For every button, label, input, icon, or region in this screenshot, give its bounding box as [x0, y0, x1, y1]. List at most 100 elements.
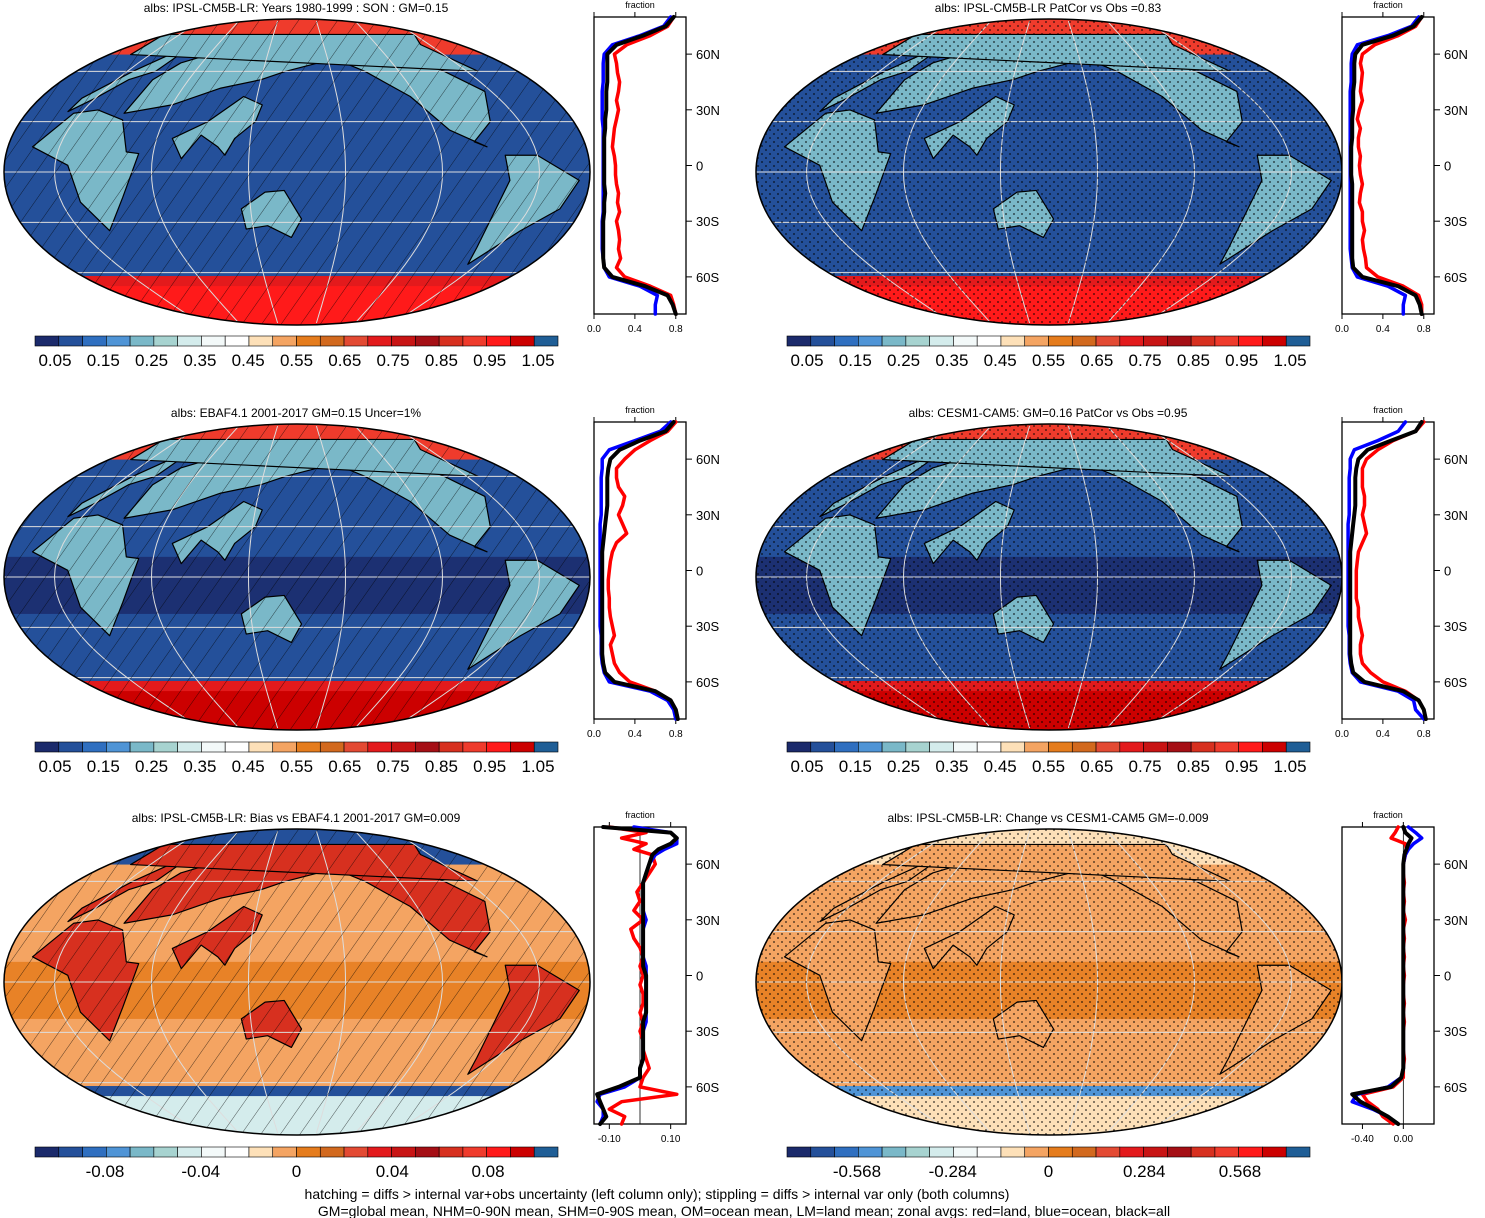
colorbar-swatch	[858, 1146, 883, 1158]
zonal-y-tick-label: 30N	[696, 508, 720, 523]
zonal-x-tick-label: 0.8	[1417, 324, 1431, 335]
colorbar-swatch	[1071, 1146, 1097, 1158]
colorbar-swatch	[1167, 741, 1192, 753]
colorbar-swatch	[834, 335, 859, 347]
map-title: albs: IPSL-CM5B-LR: Bias vs EBAF4.1 2001…	[132, 811, 461, 825]
map-title: albs: IPSL-CM5B-LR PatCor vs Obs =0.83	[935, 1, 1162, 15]
colorbar-label: 1.05	[521, 757, 554, 776]
zonal-frame	[1341, 826, 1435, 1125]
zonal-y-tick-label: 30N	[1444, 508, 1468, 523]
colorbar-swatch	[343, 741, 369, 753]
hatching-overlay	[4, 829, 590, 1135]
colorbar-label: 0.15	[87, 757, 120, 776]
zonal-series-land	[610, 15, 678, 316]
colorbar-swatch	[486, 741, 511, 753]
zonal-x-tick-label: -0.10	[598, 1134, 621, 1145]
colorbar-label: 0.05	[38, 757, 71, 776]
map-panel-1: albs: IPSL-CM5B-LR: Years 1980-1999 : SO…	[3, 1, 591, 326]
zonal-x-tick-label: 0.0	[587, 324, 601, 335]
colorbar-swatch	[177, 1146, 202, 1158]
colorbar-swatch	[510, 335, 535, 347]
colorbar-swatch	[82, 335, 107, 347]
colorbar-label: 0.55	[1032, 351, 1065, 370]
map-panel-2: albs: IPSL-CM5B-LR PatCor vs Obs =0.83	[755, 1, 1343, 326]
colorbar-label: 0.85	[1177, 757, 1210, 776]
colorbar-swatch	[1000, 1146, 1026, 1158]
colorbar-swatch	[177, 741, 202, 753]
colorbar-swatch	[1167, 1146, 1192, 1158]
colorbar-swatch	[1262, 741, 1287, 753]
colorbar-label: 0.65	[1080, 351, 1113, 370]
map-panel-3: albs: EBAF4.1 2001-2017 GM=0.15 Uncer=1%	[3, 406, 591, 731]
colorbar-3: 0.05 0.15 0.25 0.35 0.45 0.55 0.65 0.75 0.85 0.95…	[34, 741, 559, 776]
colorbar-swatch	[881, 335, 907, 347]
colorbar-swatch	[929, 741, 954, 753]
zonal-x-tick-label: 0.0	[1335, 324, 1349, 335]
colorbar-swatch	[1024, 741, 1049, 753]
colorbar-label: 0.85	[425, 351, 458, 370]
colorbar-swatch	[1000, 335, 1026, 347]
colorbar-label: 0.95	[473, 757, 506, 776]
colorbar-label: 0.95	[1225, 757, 1258, 776]
colorbar-label: 0.75	[377, 757, 410, 776]
colorbar-1: 0.05 0.15 0.25 0.35 0.45 0.55 0.65 0.75 0.85 0.95…	[34, 335, 559, 370]
colorbar-swatch	[881, 741, 907, 753]
colorbar-swatch	[34, 1146, 60, 1158]
colorbar-label: 0.25	[887, 351, 920, 370]
zonal-y-tick-label: 60S	[1444, 1080, 1467, 1095]
colorbar-label: -0.284	[929, 1162, 977, 1181]
colorbar-swatch	[34, 741, 60, 753]
colorbar-swatch	[1143, 335, 1168, 347]
colorbar-swatch	[1262, 1146, 1287, 1158]
colorbar-label: 0.08	[471, 1162, 504, 1181]
colorbar-swatch	[106, 741, 131, 753]
zonal-axis-title: fraction	[1373, 405, 1403, 415]
map-frame	[3, 18, 591, 326]
colorbar-swatch	[58, 741, 83, 753]
colorbar-swatch	[129, 1146, 155, 1158]
colorbar-swatch	[953, 335, 978, 347]
colorbar-swatch	[858, 335, 883, 347]
colorbar-label: 0.15	[87, 351, 120, 370]
colorbar-swatch	[953, 1146, 978, 1158]
colorbar-swatch	[201, 1146, 226, 1158]
colorbar-swatch	[58, 335, 83, 347]
zonal-series-all	[1350, 825, 1414, 1126]
colorbar-swatch	[976, 1146, 1002, 1158]
colorbar-label: 0.55	[1032, 757, 1065, 776]
colorbar-swatch	[106, 335, 131, 347]
zonal-y-tick-label: 0	[696, 159, 703, 174]
zonal-y-tick-label: 0	[696, 564, 703, 579]
colorbar-swatch	[153, 1146, 178, 1158]
colorbar-swatch	[929, 1146, 954, 1158]
colorbar-label: 0.45	[984, 757, 1017, 776]
colorbar-swatch	[1048, 741, 1073, 753]
colorbar-swatch	[58, 1146, 83, 1158]
colorbar-swatch	[881, 1146, 907, 1158]
colorbar-swatch	[533, 741, 559, 753]
map-field	[756, 424, 1342, 730]
zonal-series-land	[1354, 420, 1428, 721]
colorbar-label: 0.45	[232, 757, 265, 776]
colorbar-swatch	[905, 335, 930, 347]
colorbar-label: 0.95	[473, 351, 506, 370]
zonal-plot-6: fraction -0.40 0.00 60N 30N 0 30S 60S	[1341, 810, 1468, 1145]
zonal-y-tick-label: 60N	[696, 47, 720, 62]
colorbar-swatch	[201, 741, 226, 753]
colorbar-swatch	[533, 1146, 559, 1158]
zonal-y-tick-label: 0	[1444, 564, 1451, 579]
colorbar-swatch	[153, 335, 178, 347]
zonal-plot-3: fraction 0.0 0.4 0.8 60N 30N 0 30S 60S	[587, 405, 720, 740]
map-panel-5: albs: IPSL-CM5B-LR: Bias vs EBAF4.1 2001…	[3, 811, 591, 1136]
colorbar-swatch	[343, 1146, 369, 1158]
footer-hatching-note: hatching = diffs > internal var+obs unce…	[305, 1186, 1010, 1202]
colorbar-swatch	[1285, 1146, 1311, 1158]
zonal-y-tick-label: 30S	[696, 619, 719, 634]
colorbar-label: 0.35	[183, 351, 216, 370]
colorbar-swatch	[82, 1146, 107, 1158]
colorbar-swatch	[106, 1146, 131, 1158]
colorbar-label: 0.65	[328, 351, 361, 370]
colorbar-swatch	[533, 335, 559, 347]
colorbar-swatch	[462, 1146, 487, 1158]
zonal-series-land	[607, 825, 679, 1126]
